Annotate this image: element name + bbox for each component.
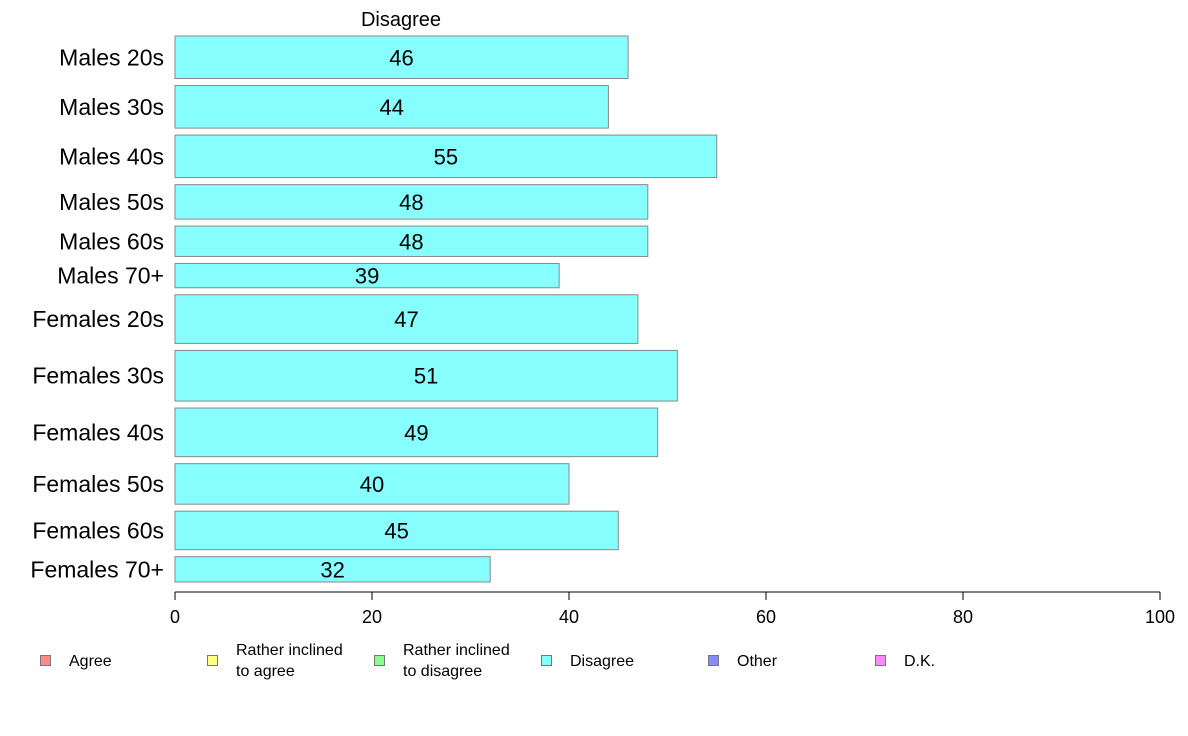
- x-tick-label: 100: [1145, 607, 1175, 627]
- bar: [174, 407, 659, 458]
- legend-item: Agree: [40, 640, 112, 672]
- bar: [174, 463, 570, 505]
- legend-swatch: [875, 655, 886, 666]
- bar-value-label: 48: [399, 190, 423, 215]
- bar: [174, 35, 629, 80]
- category-label: Males 20s: [59, 44, 164, 70]
- bar-value-label: 48: [399, 229, 423, 254]
- legend-item: Disagree: [541, 640, 634, 672]
- chart-title: Disagree: [361, 9, 441, 31]
- x-tick-label: 20: [362, 607, 382, 627]
- legend-swatch: [541, 655, 552, 666]
- bar: [174, 134, 718, 179]
- bar-value-label: 45: [384, 518, 408, 543]
- category-label: Females 60s: [32, 517, 164, 543]
- bar-value-label: 49: [404, 420, 428, 445]
- category-label: Females 40s: [32, 419, 164, 445]
- bar: [174, 225, 649, 257]
- bar: [174, 556, 491, 583]
- category-label: Females 70+: [30, 556, 164, 582]
- bar: [174, 85, 609, 129]
- bar: [174, 294, 639, 344]
- category-label: Males 60s: [59, 228, 164, 254]
- legend-swatch: [40, 655, 51, 666]
- x-axis: 0 20 40 60 80 100: [170, 591, 1175, 627]
- legend-item: D.K.: [875, 640, 935, 672]
- x-tick-label: 80: [953, 607, 973, 627]
- bar-value-label: 44: [379, 95, 403, 120]
- x-tick-label: 60: [756, 607, 776, 627]
- bar-chart: Disagree 46 Males 20s 44 Males 30s 55 Males 4…: [30, 9, 1175, 627]
- category-label: Males 70+: [57, 263, 164, 289]
- category-label: Females 20s: [32, 306, 164, 332]
- category-label: Males 40s: [59, 143, 164, 169]
- legend-item: Other: [708, 640, 777, 672]
- legend-label: Other: [737, 653, 778, 670]
- legend-label: Agree: [69, 653, 112, 670]
- bar-value-label: 46: [389, 45, 413, 70]
- category-label: Males 30s: [59, 94, 164, 120]
- bar: [174, 184, 649, 220]
- bar: [174, 262, 560, 289]
- x-tick-label: 40: [559, 607, 579, 627]
- legend-swatch: [207, 655, 218, 666]
- bar-value-label: 39: [355, 264, 379, 289]
- bar-value-label: 32: [320, 557, 344, 582]
- category-label: Males 50s: [59, 189, 164, 215]
- legend-label: D.K.: [904, 653, 936, 670]
- category-label: Females 30s: [32, 363, 164, 389]
- legend-label: Disagree: [570, 653, 635, 670]
- bar-value-label: 47: [394, 307, 418, 332]
- legend-swatch: [708, 655, 719, 666]
- bar-value-label: 51: [414, 364, 438, 389]
- legend-label: Rather inclined to disagree: [403, 642, 510, 680]
- legend: Agree Rather inclined to agree Rather incl…: [0, 640, 1188, 700]
- bar: [174, 510, 619, 551]
- category-label: Females 50s: [32, 471, 164, 497]
- bar-value-label: 55: [434, 144, 458, 169]
- legend-item: Rather inclined to agree: [207, 640, 343, 682]
- legend-swatch: [374, 655, 385, 666]
- legend-item: Rather inclined to disagree: [374, 640, 510, 682]
- bars-group: 46 Males 20s 44 Males 30s 55 Males 40s 48 Males…: [30, 35, 718, 583]
- legend-label: Rather inclined to agree: [236, 642, 343, 680]
- bar-value-label: 40: [360, 472, 384, 497]
- x-tick-label: 0: [170, 607, 180, 627]
- bar: [174, 349, 678, 402]
